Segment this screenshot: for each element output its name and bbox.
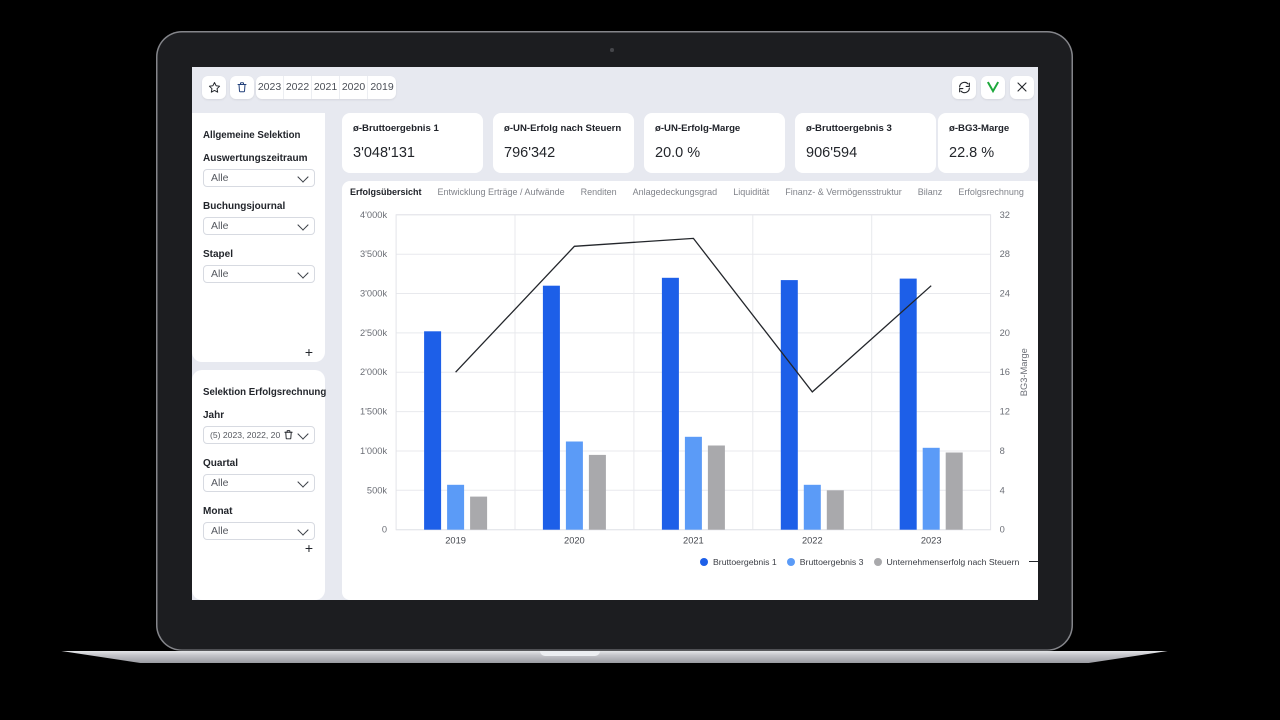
svg-text:16: 16 — [1000, 367, 1010, 377]
svg-text:24: 24 — [1000, 288, 1010, 298]
svg-text:32: 32 — [1000, 209, 1010, 219]
svg-text:2'500k: 2'500k — [360, 327, 387, 337]
svg-text:2022: 2022 — [802, 535, 823, 545]
svg-text:8: 8 — [1000, 446, 1005, 456]
svg-text:28: 28 — [1000, 249, 1010, 259]
svg-text:2020: 2020 — [564, 535, 585, 545]
svg-text:2021: 2021 — [683, 535, 704, 545]
svg-text:1'500k: 1'500k — [360, 406, 387, 416]
svg-text:0: 0 — [382, 524, 387, 534]
svg-text:12: 12 — [1000, 406, 1010, 416]
svg-text:2019: 2019 — [445, 535, 466, 545]
svg-text:1'000k: 1'000k — [360, 446, 387, 456]
svg-text:4: 4 — [1000, 485, 1005, 495]
svg-text:20: 20 — [1000, 327, 1010, 337]
svg-text:3'000k: 3'000k — [360, 288, 387, 298]
svg-text:500k: 500k — [367, 485, 388, 495]
svg-text:3'500k: 3'500k — [360, 249, 387, 259]
svg-text:4'000k: 4'000k — [360, 209, 387, 219]
svg-text:BG3-Marge: BG3-Marge — [1019, 348, 1029, 396]
svg-text:0: 0 — [1000, 524, 1005, 534]
svg-text:2'000k: 2'000k — [360, 367, 387, 377]
svg-text:2023: 2023 — [921, 535, 942, 545]
